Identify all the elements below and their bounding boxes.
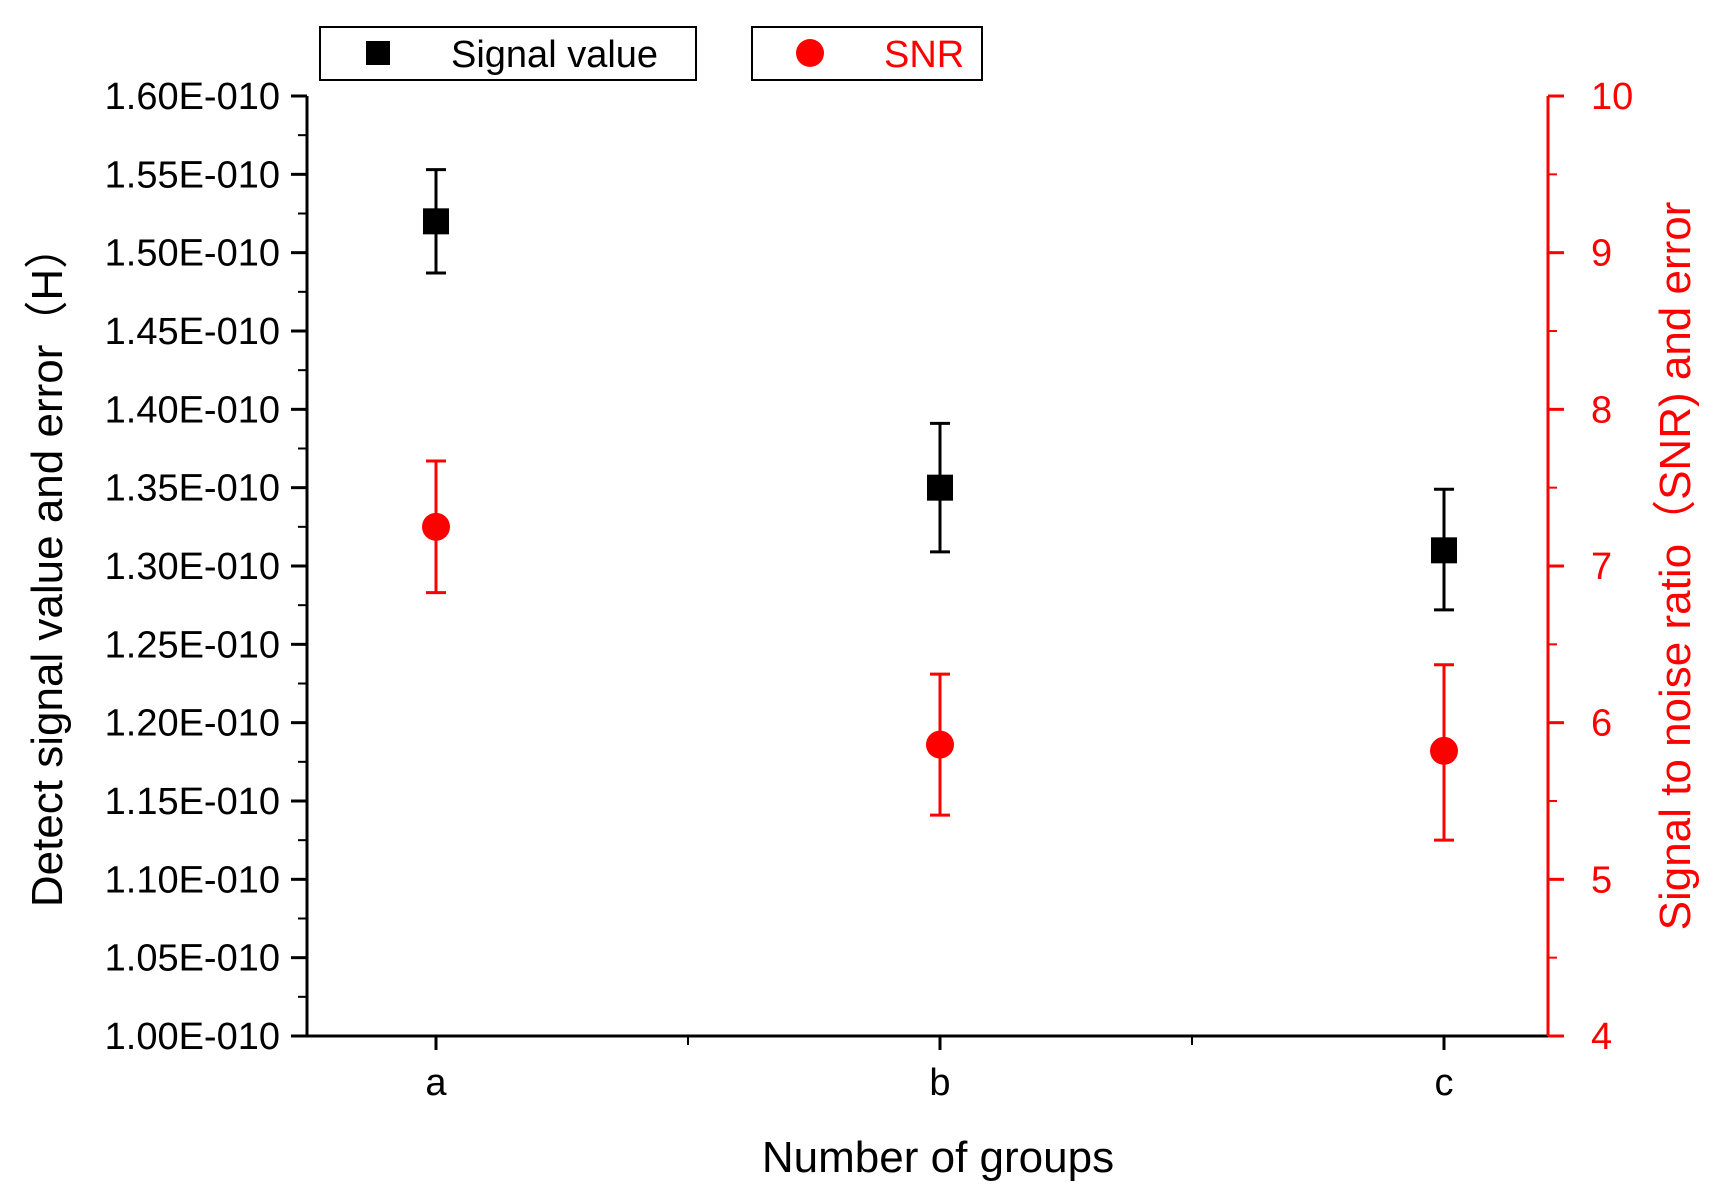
x-tick-label: c <box>1435 1062 1454 1104</box>
y-axis-title: Detect signal value and error（H） <box>23 225 72 907</box>
right-axis-ticks: 4 5 6 7 8 9 10 <box>1548 76 1633 1058</box>
legend-item-snr: SNR <box>751 26 983 81</box>
data-point-square <box>423 208 449 235</box>
legend: Signal value SNR <box>319 26 983 81</box>
legend-marker-signal <box>366 41 390 65</box>
left-tick-label: 1.55E-010 <box>105 154 280 196</box>
x-tick-label: a <box>425 1062 447 1104</box>
left-tick-label: 1.00E-010 <box>105 1016 280 1058</box>
data-point-circle <box>926 730 954 759</box>
legend-item-signal: Signal value <box>319 26 697 81</box>
left-tick-label: 1.15E-010 <box>105 781 280 823</box>
data-point-circle <box>1430 736 1458 765</box>
data-point-square <box>927 474 953 501</box>
x-axis-ticks: a b c <box>425 1036 1454 1104</box>
right-tick-label: 5 <box>1591 859 1612 901</box>
right-tick-label: 10 <box>1591 76 1633 118</box>
left-tick-label: 1.20E-010 <box>105 703 280 745</box>
right-tick-label: 8 <box>1591 389 1612 431</box>
legend-label-signal: Signal value <box>451 34 658 76</box>
x-axis-title: Number of groups <box>762 1133 1114 1182</box>
snr-series <box>422 459 1458 842</box>
left-tick-label: 1.10E-010 <box>105 859 280 901</box>
right-tick-label: 6 <box>1591 703 1612 745</box>
legend-label-snr: SNR <box>884 34 964 76</box>
left-tick-label: 1.50E-010 <box>105 233 280 275</box>
data-point-square <box>1431 537 1457 564</box>
left-axis-ticks: 1.00E-010 1.05E-010 1.10E-010 1.15E-010 1.20… <box>105 76 307 1058</box>
signal-series <box>423 168 1457 612</box>
legend-marker-snr <box>796 39 824 67</box>
left-tick-label: 1.60E-010 <box>105 76 280 118</box>
right-tick-label: 9 <box>1591 233 1612 275</box>
left-tick-label: 1.35E-010 <box>105 468 280 510</box>
x-tick-label: b <box>929 1062 950 1104</box>
data-point-circle <box>422 512 450 541</box>
left-tick-label: 1.25E-010 <box>105 624 280 666</box>
left-tick-label: 1.45E-010 <box>105 311 280 353</box>
y2-axis-title: Signal to noise ratio（SNR) and error <box>1651 202 1700 931</box>
left-tick-label: 1.40E-010 <box>105 389 280 431</box>
legend-box-snr <box>751 26 983 81</box>
right-tick-label: 7 <box>1591 546 1612 588</box>
left-tick-label: 1.05E-010 <box>105 938 280 980</box>
left-tick-label: 1.30E-010 <box>105 546 280 588</box>
right-tick-label: 4 <box>1591 1016 1612 1058</box>
